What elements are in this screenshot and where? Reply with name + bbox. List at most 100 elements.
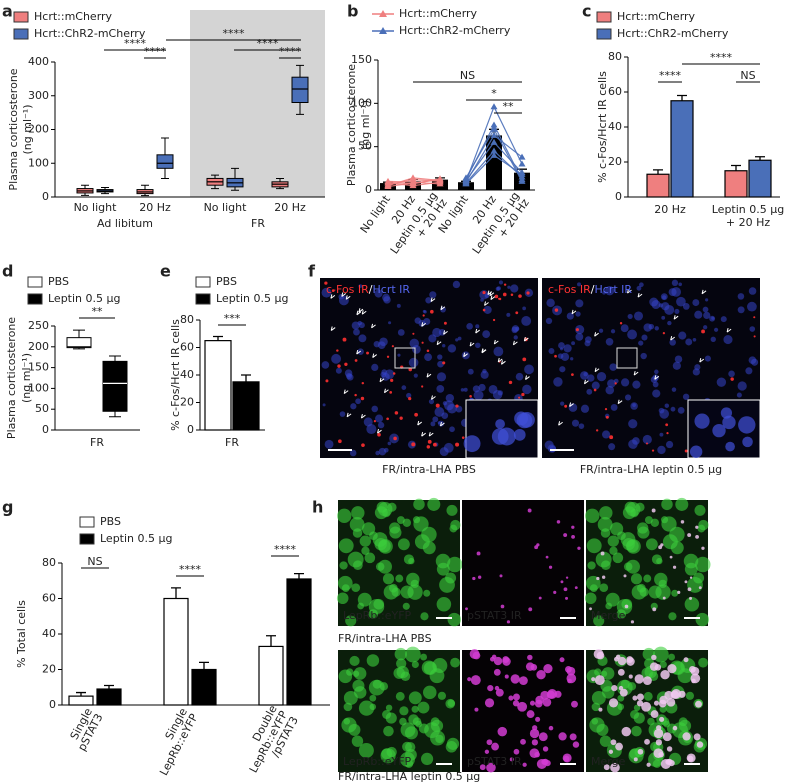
cell bbox=[609, 546, 618, 555]
cell bbox=[388, 321, 392, 325]
x-tick-label: No light bbox=[358, 192, 394, 235]
channel-label: Merge bbox=[591, 755, 626, 768]
legend-marker bbox=[596, 28, 612, 40]
cell bbox=[423, 310, 427, 314]
y-tick-label: 300 bbox=[28, 89, 49, 102]
arrow bbox=[430, 395, 436, 400]
arrow bbox=[426, 373, 432, 378]
cell bbox=[486, 762, 496, 773]
cell bbox=[380, 748, 396, 764]
cell bbox=[460, 388, 465, 392]
cell bbox=[578, 423, 585, 429]
arrow bbox=[497, 357, 503, 363]
cell bbox=[331, 353, 342, 364]
bar bbox=[191, 668, 217, 706]
arrow bbox=[654, 375, 660, 380]
cell bbox=[472, 651, 481, 660]
cell bbox=[694, 413, 710, 429]
cell bbox=[387, 441, 392, 446]
cell bbox=[379, 682, 389, 691]
cell bbox=[449, 426, 455, 433]
cell bbox=[338, 295, 349, 306]
cell bbox=[563, 533, 568, 538]
cell bbox=[631, 725, 642, 737]
cell bbox=[493, 656, 503, 666]
cell bbox=[572, 741, 580, 748]
subject-marker bbox=[436, 180, 444, 187]
cell bbox=[641, 701, 652, 712]
cell bbox=[659, 705, 667, 713]
cell bbox=[692, 299, 700, 307]
cell bbox=[651, 449, 655, 452]
cell bbox=[541, 758, 548, 765]
cell bbox=[659, 660, 667, 669]
cell bbox=[388, 583, 398, 593]
cell bbox=[666, 746, 673, 752]
cell bbox=[405, 748, 417, 761]
cell bbox=[420, 653, 428, 661]
cell bbox=[391, 345, 394, 348]
cell bbox=[605, 415, 609, 419]
legend-label: PBS bbox=[216, 275, 237, 288]
cell bbox=[389, 526, 402, 539]
cell bbox=[346, 668, 354, 676]
cell bbox=[637, 748, 644, 755]
cell bbox=[636, 583, 646, 593]
cell bbox=[465, 607, 468, 611]
cell bbox=[661, 516, 677, 532]
cell bbox=[650, 602, 658, 610]
cell bbox=[548, 565, 553, 569]
cell bbox=[638, 340, 644, 346]
cell bbox=[545, 555, 549, 559]
cell bbox=[617, 668, 625, 676]
cell bbox=[675, 497, 689, 511]
cell bbox=[411, 442, 416, 447]
whisker bbox=[231, 186, 239, 191]
y-axis-label: (ng ml⁻¹) bbox=[359, 100, 372, 150]
panel-letter: f bbox=[308, 262, 316, 281]
cell bbox=[351, 735, 364, 747]
cell bbox=[601, 667, 615, 680]
bar bbox=[163, 597, 189, 706]
cell bbox=[678, 282, 683, 287]
cell bbox=[709, 315, 716, 322]
significance-label: **** bbox=[124, 37, 147, 50]
cell bbox=[698, 586, 702, 590]
error-bar bbox=[294, 573, 304, 579]
x-tick-label: Leptin 0.5 μg+ 20 Hz bbox=[470, 190, 532, 257]
legend-label: Hcrt::mCherry bbox=[34, 10, 113, 23]
cell bbox=[420, 612, 429, 621]
cell bbox=[324, 281, 328, 285]
cell bbox=[513, 335, 518, 340]
y-axis-label: (ng ml⁻¹) bbox=[21, 104, 34, 154]
cell bbox=[571, 525, 575, 529]
subject-marker bbox=[518, 160, 526, 167]
cell bbox=[414, 317, 422, 324]
cell bbox=[697, 524, 706, 533]
cell bbox=[509, 757, 514, 762]
whisker bbox=[73, 329, 85, 338]
cell bbox=[447, 344, 457, 353]
cell bbox=[651, 554, 662, 565]
legend-label: Leptin 0.5 μg bbox=[100, 532, 173, 545]
cell bbox=[447, 403, 457, 414]
cell bbox=[575, 311, 581, 317]
cell bbox=[664, 403, 670, 408]
arrow bbox=[493, 339, 499, 345]
cell bbox=[446, 737, 460, 750]
cell bbox=[610, 403, 618, 411]
significance-label: **** bbox=[257, 37, 280, 50]
whisker bbox=[276, 177, 284, 182]
cell bbox=[495, 419, 505, 429]
x-tick-label: 20 Hz bbox=[274, 201, 306, 214]
row-caption: FR/intra-LHA leptin 0.5 μg bbox=[338, 770, 480, 783]
cell bbox=[467, 368, 474, 375]
cell bbox=[621, 598, 633, 610]
cell bbox=[508, 380, 513, 385]
cell bbox=[495, 688, 504, 697]
bar bbox=[232, 381, 260, 431]
cell bbox=[671, 279, 679, 287]
error-bar bbox=[731, 164, 741, 171]
x-tick-label: No light bbox=[74, 201, 118, 214]
cell bbox=[554, 308, 559, 312]
